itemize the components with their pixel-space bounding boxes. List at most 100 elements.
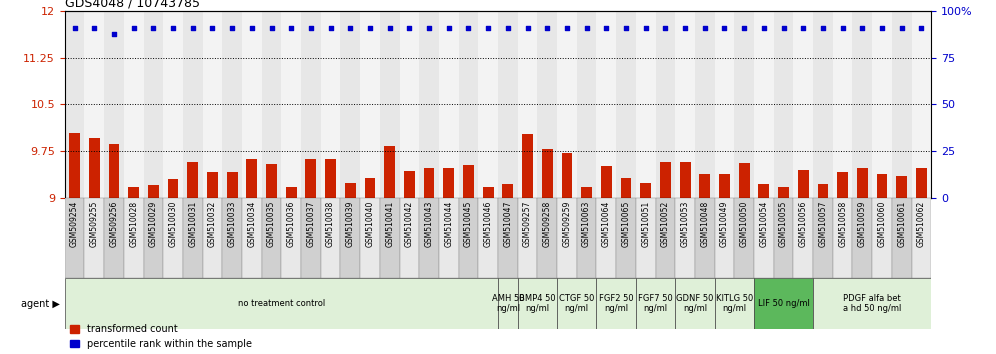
Bar xyxy=(246,159,257,198)
Bar xyxy=(483,187,494,198)
Text: GSM510028: GSM510028 xyxy=(129,201,138,247)
Bar xyxy=(774,11,794,198)
Point xyxy=(421,25,437,31)
Bar xyxy=(128,187,139,198)
Text: GSM510037: GSM510037 xyxy=(307,201,316,247)
Bar xyxy=(838,172,848,198)
Point xyxy=(677,25,693,31)
Text: GSM510033: GSM510033 xyxy=(228,201,237,247)
Text: GSM510036: GSM510036 xyxy=(287,201,296,247)
Text: GSM510059: GSM510059 xyxy=(858,201,867,247)
Bar xyxy=(813,198,833,278)
Bar xyxy=(463,165,474,198)
Bar xyxy=(69,132,80,198)
Bar xyxy=(222,198,242,278)
Bar xyxy=(443,168,454,198)
Bar xyxy=(695,198,715,278)
Bar xyxy=(167,179,178,198)
Bar xyxy=(207,172,218,198)
Bar xyxy=(404,171,414,198)
Bar xyxy=(597,198,617,278)
Text: GDNF 50
ng/ml: GDNF 50 ng/ml xyxy=(676,294,713,313)
Text: BMP4 50
ng/ml: BMP4 50 ng/ml xyxy=(519,294,556,313)
Bar xyxy=(538,11,557,198)
Bar xyxy=(124,11,143,198)
Text: GSM510046: GSM510046 xyxy=(484,201,493,247)
Point xyxy=(480,25,496,31)
Text: GSM510064: GSM510064 xyxy=(602,201,611,247)
Bar xyxy=(105,11,124,198)
Bar xyxy=(794,11,813,198)
Bar xyxy=(916,168,927,198)
Point xyxy=(539,25,555,31)
Point xyxy=(264,25,280,31)
Bar xyxy=(163,198,183,278)
Text: GSM510048: GSM510048 xyxy=(700,201,709,247)
Point xyxy=(835,25,851,31)
Text: GSM510050: GSM510050 xyxy=(740,201,749,247)
Bar xyxy=(621,178,631,198)
Text: agent ▶: agent ▶ xyxy=(21,298,60,309)
Bar xyxy=(301,198,321,278)
Text: FGF7 50
ng/ml: FGF7 50 ng/ml xyxy=(638,294,673,313)
Bar xyxy=(876,175,887,198)
Point xyxy=(145,25,161,31)
Point xyxy=(855,25,871,31)
Bar xyxy=(85,11,105,198)
Bar xyxy=(734,11,754,198)
Point xyxy=(913,25,929,31)
Bar xyxy=(498,198,518,278)
Point xyxy=(716,25,732,31)
Bar xyxy=(872,11,891,198)
Bar xyxy=(321,198,341,278)
Bar xyxy=(439,11,458,198)
Bar xyxy=(675,198,695,278)
Bar xyxy=(833,11,853,198)
Bar xyxy=(853,11,872,198)
Bar xyxy=(911,11,931,198)
Point xyxy=(125,25,141,31)
Point xyxy=(697,25,713,31)
Point xyxy=(874,25,890,31)
Point xyxy=(441,25,457,31)
Bar xyxy=(65,198,85,278)
Bar xyxy=(498,11,518,198)
Text: GSM510058: GSM510058 xyxy=(839,201,848,247)
Bar xyxy=(143,11,163,198)
Bar xyxy=(813,11,833,198)
Bar xyxy=(617,11,635,198)
Text: GSM510040: GSM510040 xyxy=(366,201,374,247)
Text: GSM510042: GSM510042 xyxy=(405,201,414,247)
Bar xyxy=(577,198,597,278)
Bar xyxy=(813,278,931,329)
Text: GSM510057: GSM510057 xyxy=(819,201,828,247)
Point xyxy=(619,25,634,31)
Bar xyxy=(617,198,635,278)
Bar xyxy=(242,198,262,278)
Text: GSM510061: GSM510061 xyxy=(897,201,906,247)
Bar xyxy=(655,11,675,198)
Text: GSM510045: GSM510045 xyxy=(464,201,473,247)
Text: LIF 50 ng/ml: LIF 50 ng/ml xyxy=(758,299,810,308)
Bar xyxy=(675,278,715,329)
Text: GSM510035: GSM510035 xyxy=(267,201,276,247)
Text: GSM510053: GSM510053 xyxy=(680,201,689,247)
Bar xyxy=(65,11,85,198)
Text: GSM510038: GSM510038 xyxy=(326,201,335,247)
Bar xyxy=(853,198,872,278)
Bar xyxy=(911,198,931,278)
Bar xyxy=(734,198,754,278)
Point xyxy=(657,25,673,31)
Bar xyxy=(286,187,297,198)
Point xyxy=(244,25,260,31)
Bar xyxy=(399,11,419,198)
Bar xyxy=(754,198,774,278)
Text: GSM510065: GSM510065 xyxy=(622,201,630,247)
Text: GSM509259: GSM509259 xyxy=(563,201,572,247)
Bar xyxy=(109,144,120,198)
Bar xyxy=(655,198,675,278)
Bar xyxy=(202,11,222,198)
Bar xyxy=(301,11,321,198)
Bar xyxy=(833,198,853,278)
Bar xyxy=(695,11,715,198)
